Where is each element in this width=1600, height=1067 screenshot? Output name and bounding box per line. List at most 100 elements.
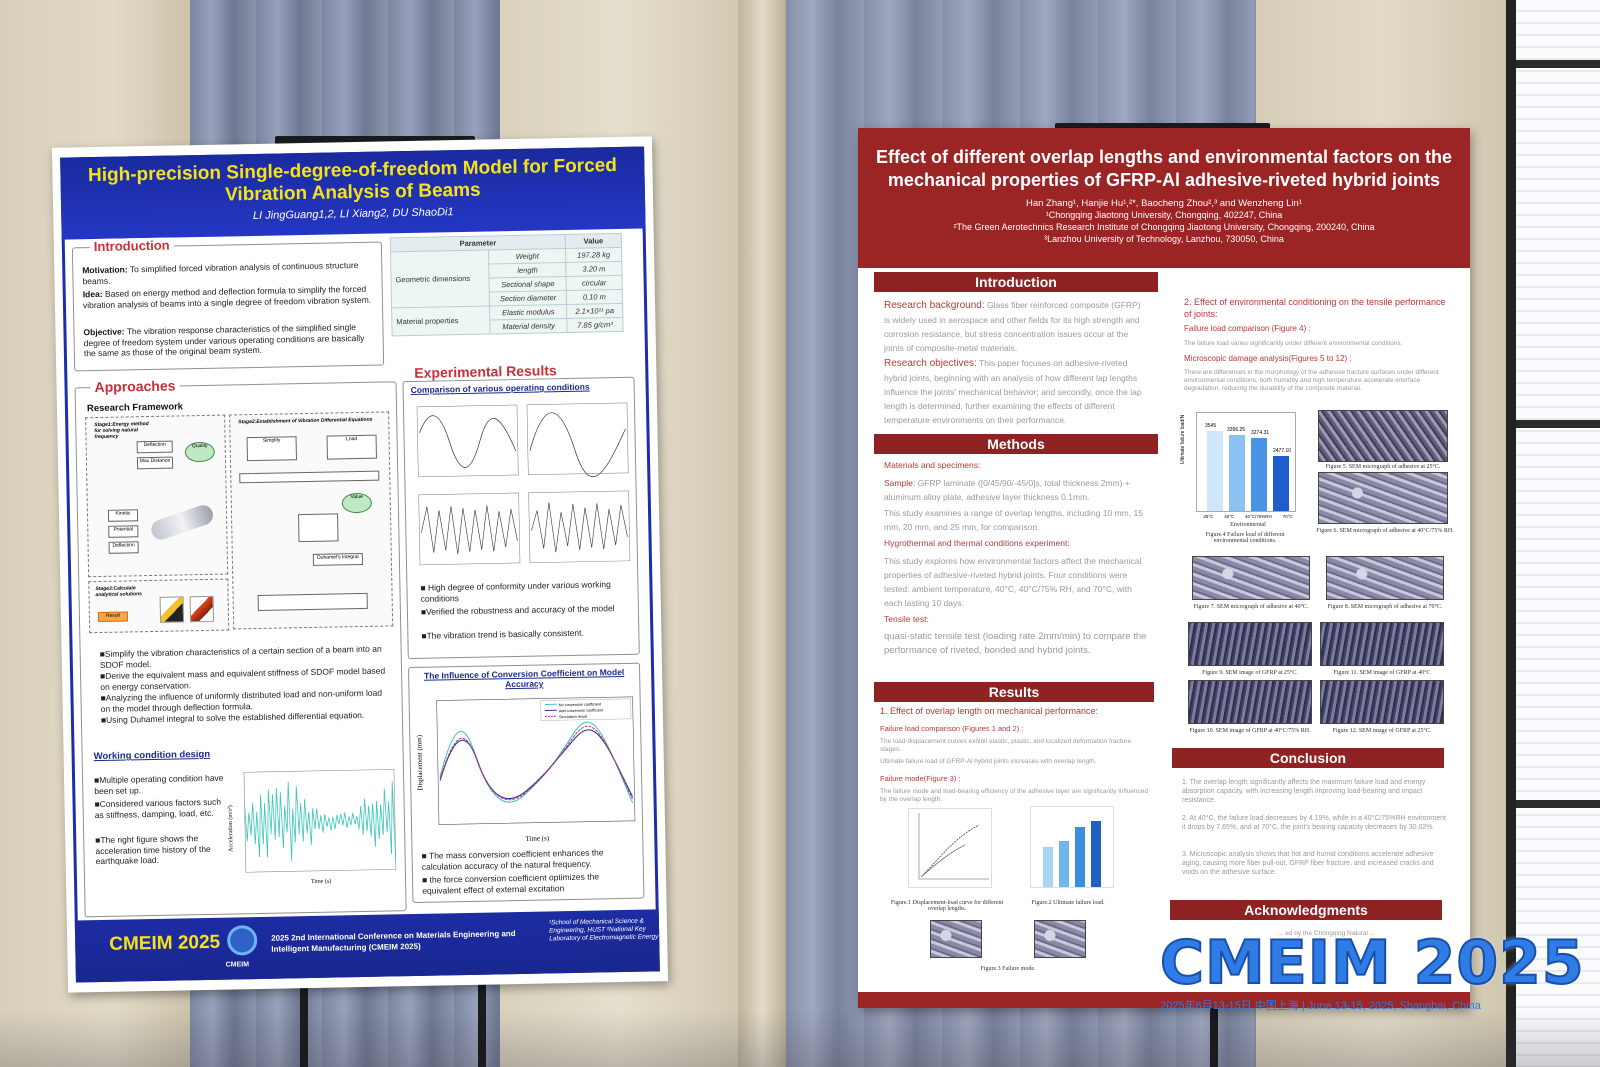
poster-gfrp-joints: Effect of different overlap lengths and … xyxy=(858,128,1470,1008)
figure-3-caption: Figure.3 Failure mode. xyxy=(980,966,1036,972)
figure-4-xticks: 25°C 40°C 40°C/75%RH 70°C xyxy=(1203,514,1293,519)
figure-4-caption: Figure.4 Failure load of different envir… xyxy=(1205,532,1285,544)
objective-text: Objective: The vibration response charac… xyxy=(83,322,365,359)
failure-mode-photo xyxy=(930,920,982,958)
failure-mode-text: The failure mode and load-bearing effici… xyxy=(880,788,1148,803)
poster-header: Effect of different overlap lengths and … xyxy=(858,128,1470,268)
cmeim-watermark: CMEIM 2025 xyxy=(1159,927,1585,999)
affiliation: ²The Green Aerotechnics Research Institu… xyxy=(953,222,1375,232)
microscopic-label: Microscopic damage analysis(Figures 5 to… xyxy=(1184,354,1352,363)
sem-image xyxy=(1318,410,1448,462)
chart-bar xyxy=(1075,827,1085,887)
bar-value-label: 2477.10 xyxy=(1273,448,1292,454)
chart-bar xyxy=(1273,456,1289,511)
easel-leg xyxy=(478,975,486,1067)
chart-bar xyxy=(1059,841,1069,887)
acknowledgments-band: Acknowledgments xyxy=(1170,900,1442,920)
poster-title: Effect of different overlap lengths and … xyxy=(875,147,1453,190)
affiliation: ¹Chongqing Jiaotong University, Chongqin… xyxy=(1045,210,1283,220)
intro-heading: Introduction xyxy=(89,237,174,255)
microscopic-text: There are differences in the morphology … xyxy=(1184,369,1439,392)
acceleration-plot: Acceleration (m/s²) Time (s) xyxy=(227,769,397,885)
overlap-text: This study examines a range of overlap l… xyxy=(884,508,1143,532)
materials-label: Materials and specimens: xyxy=(884,460,981,470)
pillar xyxy=(738,0,786,1067)
figure-5-caption: Figure 5. SEM micrograph of adhesive at … xyxy=(1325,464,1441,470)
chart-bar xyxy=(1251,438,1267,511)
results-band: Results xyxy=(874,682,1154,702)
failure-comparison-text: The load-displacement curves exhibit ela… xyxy=(880,738,1132,753)
methods-band: Methods xyxy=(874,434,1158,454)
figure-4-ylabel: Ultimate failure load/N xyxy=(1180,414,1186,464)
stage2-diagram: Stage2:Establishment of Vibration Differ… xyxy=(229,411,394,630)
sem-image xyxy=(1318,472,1448,524)
figure-1-caption: Figure.1 Displacement-load curve for dif… xyxy=(890,900,1004,912)
cmeim-logo: CMEIM 2025 xyxy=(109,931,221,955)
poster-footer-band xyxy=(858,992,1470,1008)
influence-bullet: ■ The mass conversion coefficient enhanc… xyxy=(421,847,604,872)
influence-bullet: ■ the force conversion coefficient optim… xyxy=(421,871,600,896)
results-heading: Experimental Results xyxy=(410,362,561,381)
figure-12-caption: Figure 12. SEM image of GFRP at 25°C. xyxy=(1332,728,1432,734)
affiliation: ³Lanzhou University of Technology, Lanzh… xyxy=(1044,234,1284,244)
watermark-date: 2025年6月13-15日 中国上海 | June 13-15, 2025, S… xyxy=(1160,1000,1481,1012)
svg-text:Acceleration (m/s²): Acceleration (m/s²) xyxy=(227,805,235,852)
influence-label: The Influence of Conversion Coefficient … xyxy=(423,666,625,690)
svg-text:Simulation result: Simulation result xyxy=(559,715,588,720)
conclusion-item: 3. Microscopic analysis shows that hot a… xyxy=(1182,851,1434,876)
displacement-load-chart xyxy=(908,808,992,888)
figure-10-caption: Figure 10. SEM image of GFRP at 40°C/75%… xyxy=(1189,728,1311,734)
environment-failure-chart: 3545 3396.25 3274.31 2477.10 xyxy=(1196,412,1296,512)
acknowledgments-text: ... ed by the Chongqing Natural ... xyxy=(1278,930,1376,937)
easel-leg xyxy=(300,975,308,1067)
easel-leg xyxy=(1210,1000,1218,1067)
bar-value-label: 3545 xyxy=(1205,423,1217,429)
tensile-label: Tensile test: xyxy=(884,614,929,624)
poster-header: High-precision Single-degree-of-freedom … xyxy=(60,146,646,240)
conclusion-item: 2. At 40°C, the failure load decreases b… xyxy=(1182,815,1446,831)
chart-bar xyxy=(1091,821,1101,887)
figure-7-caption: Figure 7. SEM micrograph of adhesive at … xyxy=(1193,604,1309,610)
research-background: Research background: Glass fiber reinfor… xyxy=(884,300,1141,353)
chart-bar xyxy=(1043,847,1053,887)
chart-bar xyxy=(1207,431,1223,511)
research-objectives: Research objectives: This paper focuses … xyxy=(884,358,1142,425)
sem-image xyxy=(1326,556,1444,600)
conclusion-item: 1. The overlap length significantly affe… xyxy=(1182,779,1426,804)
failure-comparison-label: Failure load comparison (Figures 1 and 2… xyxy=(880,724,1024,733)
failure-comparison-text: Ultimate failure load of GFRP-Al hybrid … xyxy=(880,758,1097,765)
stage3-diagram: Stage3:Calculate analytical solutions Re… xyxy=(88,578,230,634)
figure-11-caption: Figure 11. SEM image of GFRP at 40°C xyxy=(1333,670,1431,676)
figure-4-text: The failure load varies significantly un… xyxy=(1184,340,1403,347)
sem-image xyxy=(1320,622,1444,666)
poster-title: High-precision Single-degree-of-freedom … xyxy=(87,154,618,206)
failure-mode-label: Failure mode(Figure 3) : xyxy=(880,774,961,783)
sem-image xyxy=(1320,680,1444,724)
figure-4-xlabel: Environmental xyxy=(1230,522,1266,528)
stage1-diagram: Stage1:Energy method for solving natural… xyxy=(85,414,229,578)
floor-shadow xyxy=(0,1010,1600,1067)
svg-text:Displacement (mm): Displacement (mm) xyxy=(415,734,424,791)
window xyxy=(1506,0,1600,1067)
bar-value-label: 3274.31 xyxy=(1251,430,1270,436)
results-heading-1: 1. Effect of overlap length on mechanica… xyxy=(880,706,1098,716)
results-heading-2: 2. Effect of environmental conditioning … xyxy=(1184,297,1446,319)
failure-mode-photo xyxy=(1034,920,1086,958)
figure-9-caption: Figure 9. SEM image of GFRP at 25°C. xyxy=(1202,670,1298,676)
conclusion-band: Conclusion xyxy=(1172,748,1444,768)
introduction-band: Introduction xyxy=(874,272,1158,292)
parameter-table: Parameter Value Geometric dimensions Weigh… xyxy=(390,233,624,336)
svg-text:Add conversion coefficient: Add conversion coefficient xyxy=(559,708,604,713)
figure-4-label: Failure load comparison (Figure 4) : xyxy=(1184,324,1311,333)
working-bullet: ■Considered various factors such as stif… xyxy=(94,796,222,820)
sem-image xyxy=(1188,622,1312,666)
framework-label: Research Framework xyxy=(86,401,184,415)
figure-6-caption: Figure 6. SEM micrograph of adhesive at … xyxy=(1316,528,1454,534)
hygro-label: Hygrothermal and thermal conditions expe… xyxy=(884,538,1070,548)
approaches-heading: Approaches xyxy=(90,377,180,396)
working-bullet: ■Multiple operating condition have been … xyxy=(93,772,224,796)
cmeim-small-label: CMEIM xyxy=(225,961,250,969)
comparison-plots xyxy=(416,402,631,566)
working-bullet: ■The right figure shows the acceleration… xyxy=(95,833,211,867)
figure-2-caption: Figure.2 Ultimate failure load. xyxy=(1031,900,1105,906)
